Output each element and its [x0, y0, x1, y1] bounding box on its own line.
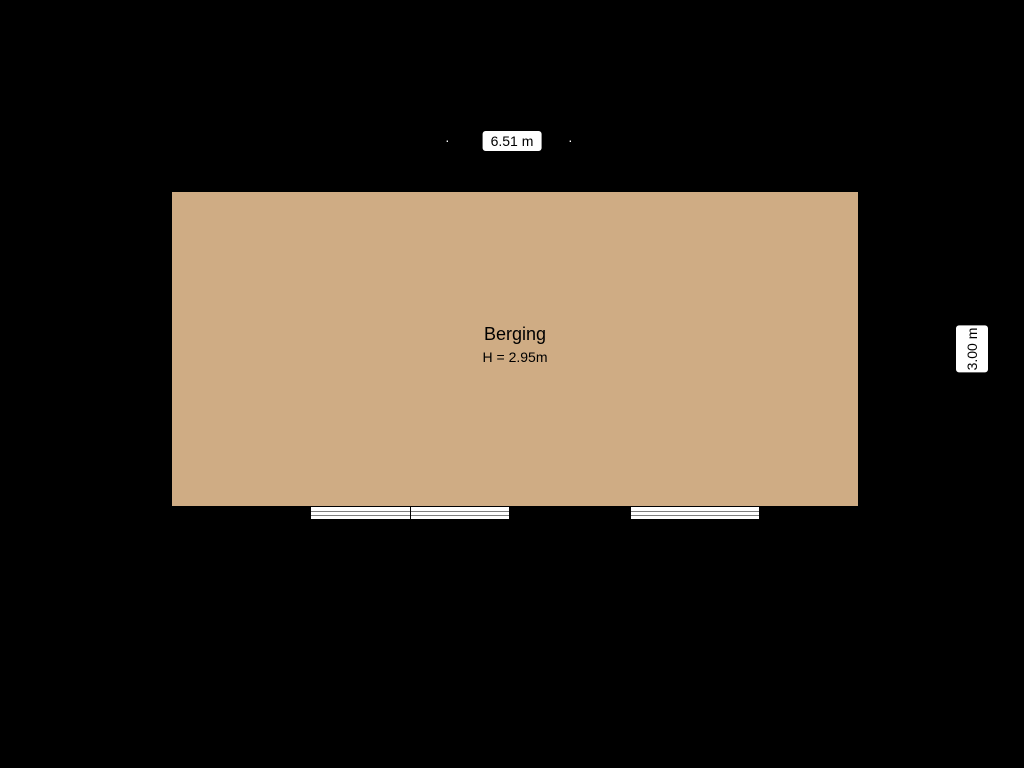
room-name: Berging: [172, 324, 858, 345]
door-opening: [630, 506, 760, 520]
door-opening-divider: [410, 506, 411, 520]
room-height: H = 2.95m: [172, 349, 858, 365]
room-rectangle: Berging H = 2.95m: [170, 190, 860, 508]
dimension-width-label: 6.51 m: [482, 130, 543, 152]
door-opening-line: [631, 515, 759, 516]
dimension-width-text: 6.51 m: [491, 133, 534, 149]
room-label-block: Berging H = 2.95m: [172, 324, 858, 365]
dimension-height-label: 3.00 m: [955, 325, 989, 374]
dim-tick-left: ·: [445, 133, 450, 147]
dimension-height-text: 3.00 m: [964, 328, 980, 371]
door-opening-line: [631, 511, 759, 512]
dim-tick-right: ·: [568, 133, 573, 147]
